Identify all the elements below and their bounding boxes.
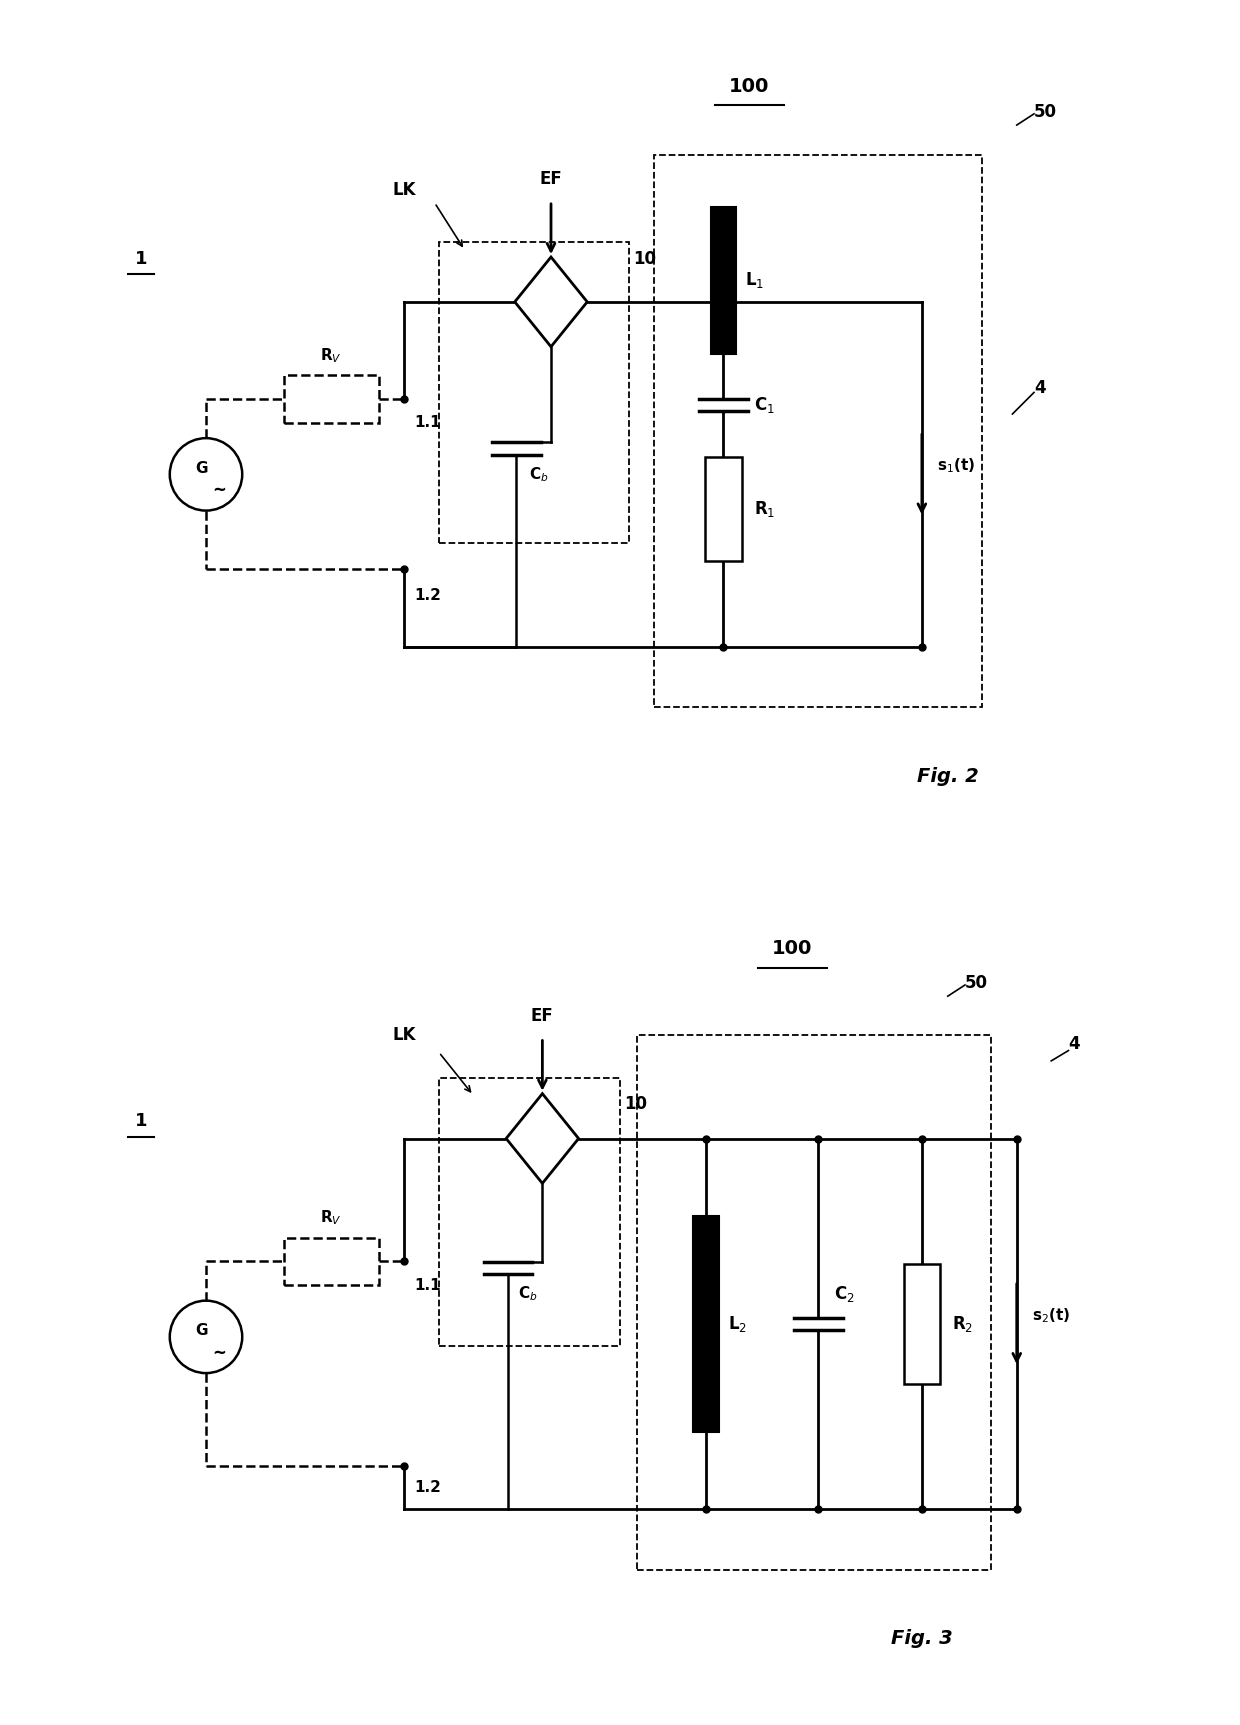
Bar	[693, 1216, 719, 1432]
Bar	[439, 242, 629, 543]
Text: 1.1: 1.1	[414, 416, 441, 430]
Text: 1.2: 1.2	[414, 588, 441, 602]
Bar	[706, 457, 742, 561]
Text: s$_1$(t): s$_1$(t)	[937, 457, 976, 474]
Text: G: G	[196, 461, 208, 476]
Bar	[904, 1263, 940, 1383]
Text: Fig. 2: Fig. 2	[916, 766, 978, 787]
Text: C$_b$: C$_b$	[529, 466, 549, 483]
Bar	[439, 1078, 620, 1346]
Text: C$_1$: C$_1$	[754, 395, 775, 416]
Text: s$_2$(t): s$_2$(t)	[1032, 1306, 1070, 1325]
Text: R$_2$: R$_2$	[952, 1314, 973, 1333]
Text: LK: LK	[393, 1026, 417, 1044]
Text: ~: ~	[212, 481, 226, 499]
Text: 4: 4	[1034, 380, 1045, 397]
Polygon shape	[506, 1094, 579, 1183]
Text: R$_1$: R$_1$	[754, 499, 775, 519]
Bar	[655, 155, 982, 707]
Text: LK: LK	[393, 181, 417, 198]
Text: 1: 1	[135, 250, 148, 267]
Bar	[284, 376, 378, 423]
Text: 1.2: 1.2	[414, 1480, 441, 1496]
Text: L$_1$: L$_1$	[745, 271, 764, 290]
Text: 50: 50	[965, 975, 988, 992]
Text: 10: 10	[624, 1095, 647, 1113]
Text: 10: 10	[632, 250, 656, 267]
Text: L$_2$: L$_2$	[728, 1314, 746, 1333]
Bar	[711, 207, 737, 354]
Text: EF: EF	[531, 1007, 554, 1025]
Text: C$_b$: C$_b$	[518, 1285, 538, 1302]
Text: 1.1: 1.1	[414, 1278, 441, 1292]
Text: 1: 1	[135, 1113, 148, 1130]
Text: ~: ~	[212, 1344, 226, 1361]
Text: 4: 4	[1069, 1035, 1080, 1052]
Polygon shape	[515, 257, 588, 347]
Bar	[284, 1239, 378, 1285]
Text: EF: EF	[539, 171, 563, 188]
Text: G: G	[196, 1323, 208, 1339]
Text: 100: 100	[773, 938, 812, 959]
Text: R$_V$: R$_V$	[320, 347, 342, 366]
Text: 100: 100	[729, 76, 770, 97]
Bar	[637, 1035, 991, 1570]
Text: C$_2$: C$_2$	[833, 1283, 854, 1304]
Text: R$_V$: R$_V$	[320, 1209, 342, 1228]
Text: Fig. 3: Fig. 3	[892, 1628, 952, 1649]
Text: 50: 50	[1034, 104, 1056, 121]
